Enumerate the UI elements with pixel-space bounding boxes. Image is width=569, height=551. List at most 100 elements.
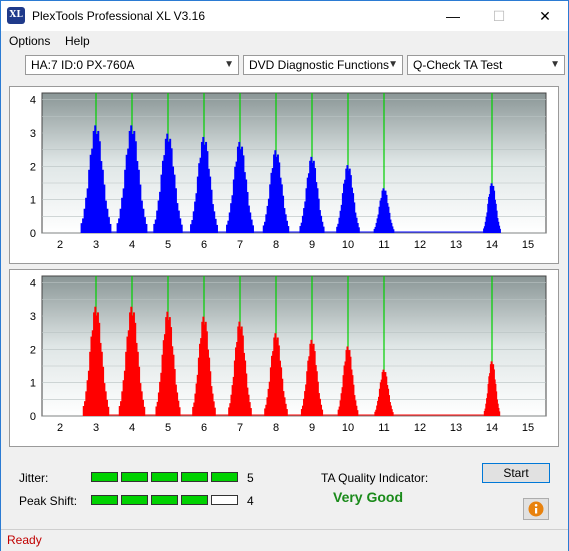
jitter-chart-bar	[125, 154, 128, 233]
jitter-chart-bar	[133, 130, 136, 233]
peak-shift-meter-segment	[91, 495, 118, 505]
jitter-chart-bar	[139, 184, 142, 233]
jitter-chart-bar	[284, 214, 287, 233]
jitter-chart-y-tick-label: 3	[30, 128, 36, 140]
jitter-chart-bar	[300, 222, 303, 233]
peak-shift-chart-bar	[320, 404, 323, 416]
peak-shift-chart-bar	[209, 371, 212, 416]
peak-shift-chart-bar	[107, 406, 110, 416]
function-select[interactable]: DVD Diagnostic Functions ▼	[243, 55, 403, 75]
peak-shift-chart-bar	[237, 326, 240, 416]
jitter-chart-bar	[274, 150, 277, 233]
jitter-chart-bar	[89, 154, 92, 233]
test-select[interactable]: Q-Check TA Test ▼	[407, 55, 565, 75]
jitter-chart-bar	[242, 155, 245, 233]
jitter-chart-x-tick-label: 7	[237, 239, 243, 251]
jitter-chart-bar	[142, 208, 145, 233]
peak-shift-chart-bar	[121, 391, 124, 416]
jitter-chart-bar	[194, 201, 197, 233]
menu-options[interactable]: Options	[9, 34, 51, 48]
jitter-chart-bar	[143, 217, 146, 233]
jitter-chart-bar	[251, 225, 254, 233]
jitter-chart-bar	[207, 168, 210, 233]
jitter-chart-bar	[107, 217, 110, 233]
info-icon	[528, 501, 544, 517]
jitter-chart-bar	[310, 156, 313, 233]
peak-shift-chart-bar	[321, 409, 324, 416]
peak-shift-chart-bar	[102, 366, 105, 416]
jitter-chart-bar	[116, 223, 119, 233]
peak-shift-meter-segment	[151, 495, 178, 505]
jitter-chart-bar	[122, 188, 125, 233]
jitter-chart-bar	[337, 223, 340, 233]
info-button[interactable]	[523, 498, 549, 520]
minimize-button[interactable]: —	[446, 8, 460, 24]
jitter-chart-bar	[301, 215, 304, 233]
jitter-chart-bar	[247, 205, 250, 233]
peak-shift-chart-bar	[206, 349, 209, 416]
jitter-chart-bar	[103, 184, 106, 233]
peak-shift-chart-bar	[305, 384, 308, 416]
peak-shift-chart-bar	[284, 403, 287, 416]
peak-shift-chart-bar	[196, 374, 199, 416]
jitter-chart-x-tick-label: 3	[93, 239, 99, 251]
peak-shift-chart-bar	[125, 351, 128, 416]
ta-quality-label: TA Quality Indicator:	[321, 471, 429, 485]
peak-shift-chart-bar	[244, 360, 247, 416]
jitter-chart-bar	[312, 160, 315, 233]
jitter-chart-bar	[202, 136, 205, 233]
peak-shift-chart-bar	[157, 392, 160, 416]
jitter-chart-bar	[238, 141, 241, 233]
peak-shift-chart-bar	[309, 343, 312, 416]
maximize-button[interactable]: ☐	[492, 8, 506, 24]
jitter-chart-x-tick-label: 6	[201, 239, 207, 251]
jitter-chart-bar	[341, 193, 344, 233]
peak-shift-chart-bar	[283, 397, 286, 416]
peak-shift-chart-bar	[269, 367, 272, 416]
ta-quality-value: Very Good	[333, 489, 404, 505]
peak-shift-chart-bar	[307, 360, 310, 416]
peak-shift-chart-bar	[199, 343, 202, 416]
jitter-chart-bar	[173, 174, 176, 233]
peak-shift-chart-bar	[280, 367, 283, 416]
peak-shift-chart-bar	[239, 329, 242, 416]
jitter-chart-bar	[161, 160, 164, 233]
peak-shift-chart-bar	[246, 387, 249, 416]
jitter-chart-x-tick-label: 5	[165, 239, 171, 251]
jitter-chart-bar	[160, 174, 163, 233]
peak-shift-chart-bar	[90, 336, 93, 416]
peak-shift-chart-bar	[95, 315, 98, 416]
jitter-chart-bar	[118, 218, 121, 233]
peak-shift-chart-bar	[170, 327, 173, 416]
jitter-chart-panel: 0 1 2 3 4 2 3 4 5 6 7 8 9 10 11 12 13 14 15	[9, 86, 559, 264]
jitter-chart-bar	[137, 169, 140, 233]
jitter-chart-bar	[86, 188, 89, 233]
jitter-chart-bar	[318, 210, 321, 233]
peak-shift-meter-segment	[181, 495, 208, 505]
peak-shift-chart-bar	[93, 312, 96, 416]
jitter-chart-bar	[279, 177, 282, 233]
drive-select[interactable]: HA:7 ID:0 PX-760A ▼	[25, 55, 239, 75]
peak-shift-chart-x-tick-label: 9	[309, 422, 315, 434]
peak-shift-chart-bar	[123, 370, 126, 416]
peak-shift-chart-bar	[228, 407, 231, 416]
jitter-chart-bar	[172, 166, 175, 233]
peak-shift-chart-bar	[122, 380, 125, 416]
menu-help[interactable]: Help	[65, 34, 90, 48]
jitter-chart-bar	[282, 195, 285, 233]
chevron-down-icon: ▼	[388, 59, 398, 70]
peak-shift-chart-bar	[308, 356, 311, 416]
jitter-chart-bar	[344, 179, 347, 233]
jitter-chart-bar	[95, 133, 98, 233]
close-button[interactable]: ✕	[539, 8, 551, 24]
peak-shift-chart-bar	[165, 317, 168, 416]
peak-shift-meter	[91, 495, 243, 505]
jitter-chart-bar	[134, 141, 137, 233]
jitter-chart-bar	[348, 168, 351, 233]
jitter-chart-bar	[213, 211, 216, 233]
start-button[interactable]: Start	[482, 463, 550, 483]
jitter-chart-x-tick-label: 12	[414, 239, 426, 251]
jitter-chart-bar	[100, 161, 103, 233]
peak-shift-chart-bar	[268, 381, 271, 416]
title-bar: XL PlexTools Professional XL V3.16 — ☐ ✕	[1, 1, 568, 31]
